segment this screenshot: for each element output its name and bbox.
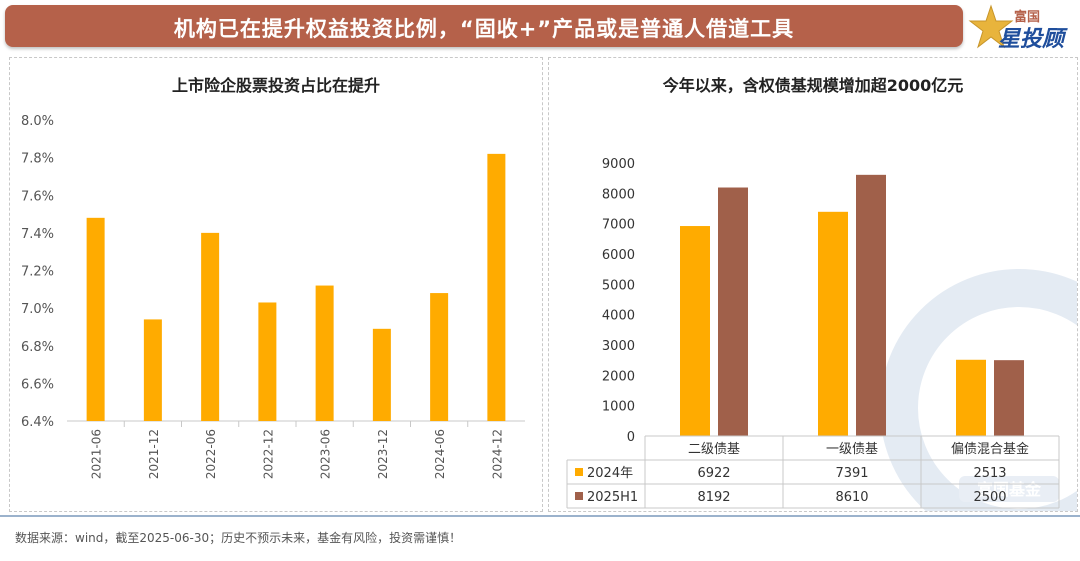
- data-label: 7391: [835, 466, 868, 481]
- y-tick-label: 6.8%: [21, 340, 54, 355]
- watermark-badge: [959, 476, 1059, 502]
- y-tick-label: 7000: [602, 218, 635, 233]
- y-tick-label: 1000: [602, 400, 635, 415]
- x-tick-label: 2023-06: [319, 429, 333, 479]
- bar: [718, 187, 748, 436]
- footer-note: 数据来源：wind，截至2025-06-30；历史不预示未来，基金有风险，投资需…: [15, 531, 462, 545]
- y-tick-label: 8000: [602, 187, 635, 202]
- footer-divider: [0, 515, 1080, 517]
- y-tick-label: 7.8%: [21, 152, 54, 167]
- y-tick-label: 8.0%: [21, 114, 54, 129]
- y-tick-label: 7.0%: [21, 302, 54, 317]
- table-category-label: 二级债基: [688, 442, 740, 457]
- bar: [430, 293, 449, 421]
- y-tick-label: 0: [627, 430, 635, 445]
- table-category-label: 偏债混合基金: [951, 441, 1029, 457]
- bar: [856, 174, 886, 436]
- x-tick-label: 2023-12: [376, 429, 390, 479]
- x-tick-label: 2024-12: [490, 429, 504, 479]
- star-icon: [968, 4, 1014, 49]
- legend-label: 2024年: [587, 466, 633, 481]
- data-label: 2500: [973, 490, 1006, 505]
- y-tick-label: 6000: [602, 248, 635, 263]
- bar: [315, 285, 334, 421]
- y-tick-label: 9000: [602, 157, 635, 172]
- y-tick-label: 7.2%: [21, 265, 54, 280]
- data-label: 8610: [835, 490, 868, 505]
- bar: [201, 232, 220, 421]
- bar: [258, 302, 277, 421]
- data-label: 2513: [973, 466, 1006, 481]
- x-tick-label: 2021-12: [147, 429, 161, 479]
- bar: [994, 360, 1024, 436]
- chart-title-bond-funds: 今年以来，含权债基规模增加超2000亿元: [662, 76, 964, 95]
- legend-swatch: [575, 468, 583, 476]
- bar: [487, 153, 506, 422]
- title-banner: 机构已在提升权益投资比例，“固收+”产品或是普通人借道工具: [5, 5, 963, 47]
- x-tick-label: 2022-12: [261, 429, 275, 479]
- x-tick-label: 2021-06: [90, 429, 104, 479]
- brand-logo: 富国 星投顾: [968, 4, 1076, 52]
- table-category-label: 一级债基: [826, 442, 878, 457]
- chart-bond-fund-scale: 富国基金 0 1000 2000 3000 4000 5000 6000 7000 8000 900…: [566, 157, 1077, 511]
- watermark-ring: [880, 269, 1077, 511]
- legend-swatch: [575, 492, 583, 500]
- bar: [956, 359, 986, 436]
- bar: [818, 211, 848, 436]
- bar: [372, 328, 391, 421]
- logo-product-name: 星投顾: [998, 27, 1065, 52]
- legend-label: 2025H1: [587, 490, 638, 505]
- y-tick-label: 4000: [602, 309, 635, 324]
- logo-brand-name: 富国: [1014, 10, 1041, 25]
- bar: [86, 217, 105, 421]
- y-tick-label: 3000: [602, 339, 635, 354]
- chart-panel-bond-funds: 今年以来，含权债基规模增加超2000亿元 富国基金 0 1000 2000 3000 40…: [548, 57, 1078, 512]
- bar: [143, 319, 162, 421]
- y-tick-label: 7.4%: [21, 227, 54, 242]
- y-tick-label: 6.6%: [21, 377, 54, 392]
- chart-title-insurer: 上市险企股票投资占比在提升: [171, 76, 380, 95]
- chart-insurer-equity-ratio: 6.4% 6.6% 6.8% 7.0% 7.2% 7.4% 7.6% 7.8% 8.0% 2021…: [21, 114, 525, 479]
- y-tick-label: 7.6%: [21, 189, 54, 204]
- page-title: 机构已在提升权益投资比例，“固收+”产品或是普通人借道工具: [173, 17, 795, 41]
- chart-panel-insurer: 上市险企股票投资占比在提升 6.4% 6.6% 6.8% 7.0% 7.2% 7.4% 7.…: [9, 57, 543, 512]
- watermark-text: 富国基金: [977, 480, 1042, 499]
- bar: [680, 226, 710, 436]
- data-label: 8192: [697, 490, 730, 505]
- y-tick-label: 5000: [602, 278, 635, 293]
- x-tick-label: 2022-06: [204, 429, 218, 479]
- y-tick-label: 6.4%: [21, 415, 54, 430]
- y-tick-label: 2000: [602, 369, 635, 384]
- x-tick-label: 2024-06: [433, 429, 447, 479]
- data-label: 6922: [697, 466, 730, 481]
